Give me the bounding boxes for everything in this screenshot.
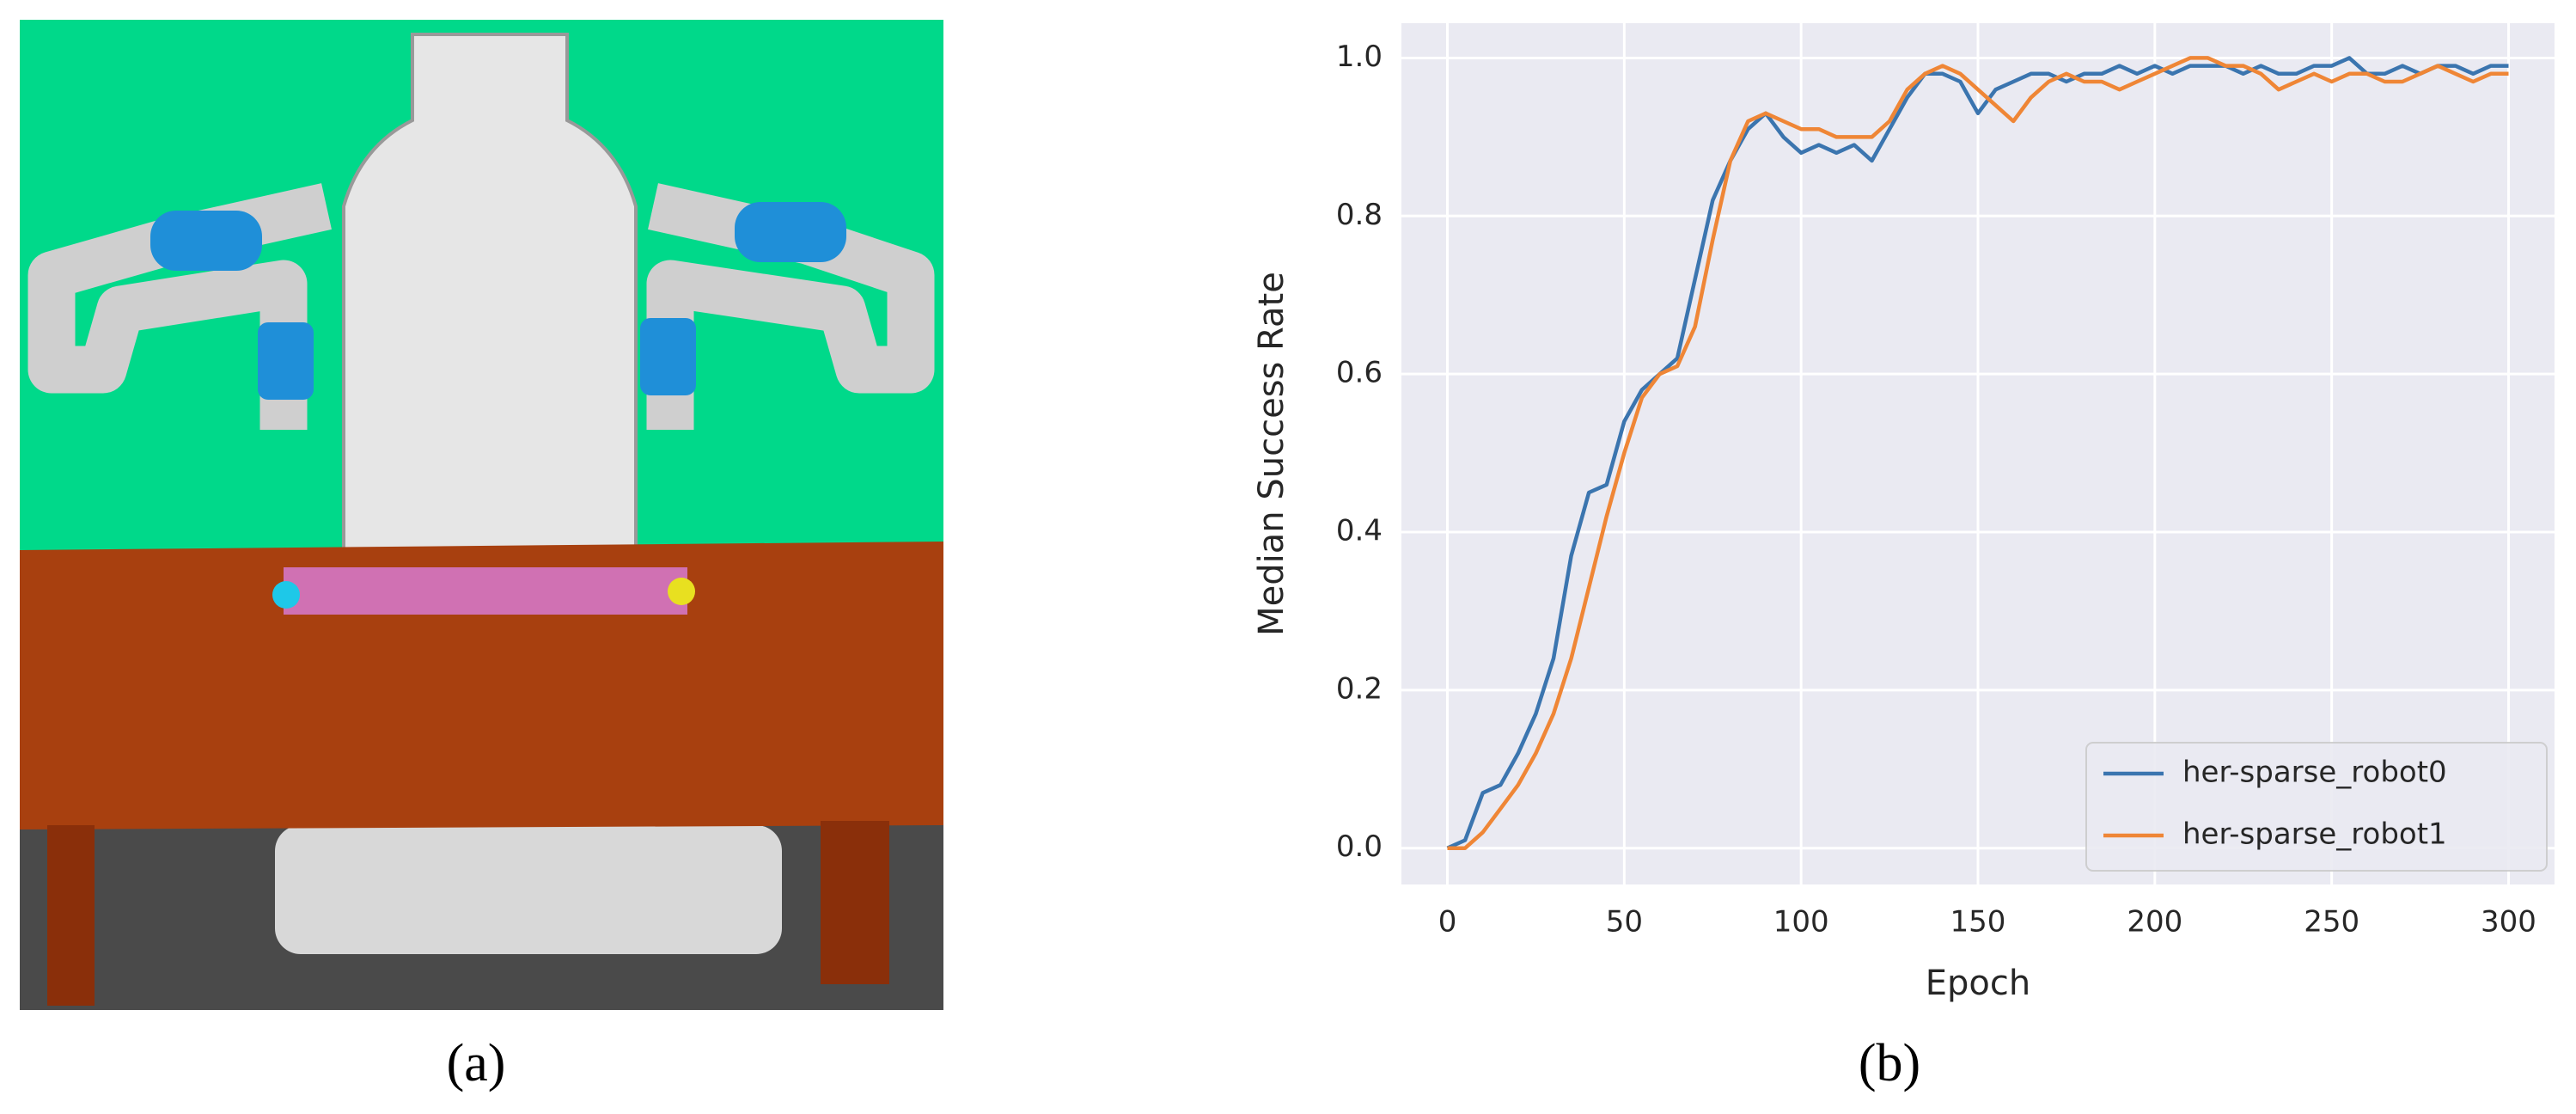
x-tick-label: 50: [1606, 905, 1643, 940]
x-axis-label: Epoch: [1926, 964, 2030, 1003]
x-tick-label: 200: [2127, 905, 2182, 940]
x-tick-label: 100: [1773, 905, 1829, 940]
cloth: [284, 567, 687, 615]
right-joint: [735, 202, 846, 262]
left-wrist: [258, 322, 314, 400]
robot-scene: [20, 20, 943, 1010]
legend-label: her-sparse_robot0: [2182, 756, 2447, 790]
table-top: [20, 542, 943, 829]
left-joint: [150, 211, 262, 271]
x-tick-label: 150: [1950, 905, 2006, 940]
robot-base: [275, 825, 782, 954]
x-tick-label: 0: [1438, 905, 1457, 940]
left-grip: [272, 581, 300, 609]
x-tick-label: 250: [2304, 905, 2359, 940]
y-tick-label: 0.0: [1336, 829, 1383, 864]
panel-label: (b): [1859, 1034, 1920, 1093]
series-line: [1446, 56, 2509, 850]
legend-box: [2085, 742, 2548, 872]
panel-label: (a): [447, 1034, 506, 1093]
y-axis-label: Median Success Rate: [1252, 272, 1291, 636]
y-tick-label: 0.4: [1336, 514, 1383, 548]
y-tick-label: 0.6: [1336, 356, 1383, 390]
y-tick-label: 0.2: [1336, 671, 1383, 706]
y-tick-label: 1.0: [1336, 40, 1383, 74]
table-leg: [821, 821, 889, 984]
y-tick-label: 0.8: [1336, 198, 1383, 232]
right-grip: [668, 578, 695, 605]
x-tick-label: 300: [2481, 905, 2536, 940]
table-leg: [47, 825, 95, 1006]
series-line: [1447, 56, 2509, 850]
right-wrist: [640, 318, 696, 395]
legend-label: her-sparse_robot1: [2182, 817, 2447, 852]
